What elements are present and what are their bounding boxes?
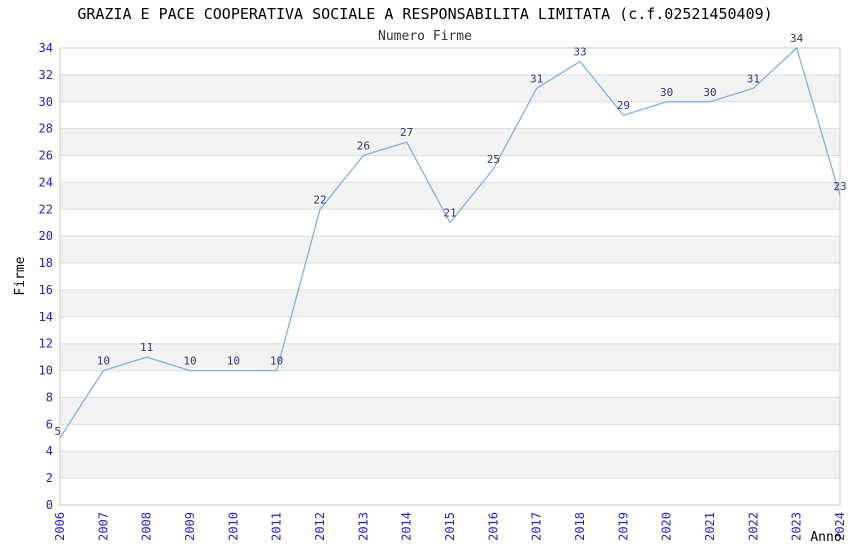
x-tick-label: 2007 <box>96 512 110 541</box>
point-label: 30 <box>660 86 673 99</box>
x-tick-label: 2010 <box>226 512 240 541</box>
x-tick-label: 2013 <box>356 512 370 541</box>
y-tick-label: 10 <box>39 364 53 378</box>
x-tick-label: 2024 <box>833 512 847 541</box>
x-tick-label: 2019 <box>616 512 630 541</box>
chart-subtitle: Numero Firme <box>378 29 472 44</box>
plot-band <box>60 451 840 479</box>
point-label: 33 <box>573 45 586 58</box>
point-label: 26 <box>357 140 370 153</box>
plot-band <box>60 182 840 210</box>
y-tick-label: 6 <box>46 417 53 431</box>
x-tick-label: 2015 <box>443 512 457 541</box>
plot-band <box>60 397 840 425</box>
y-tick-label: 18 <box>39 256 53 270</box>
y-tick-label: 8 <box>46 390 53 404</box>
x-tick-label: 2020 <box>660 512 674 541</box>
point-label: 10 <box>183 355 196 368</box>
x-tick-label: 2017 <box>530 512 544 541</box>
point-label: 10 <box>227 355 240 368</box>
y-tick-label: 4 <box>46 444 53 458</box>
x-tick-label: 2023 <box>790 512 804 541</box>
plot-band <box>60 343 840 371</box>
x-tick-label: 2021 <box>703 512 717 541</box>
point-label: 30 <box>703 86 716 99</box>
y-tick-label: 0 <box>46 498 53 512</box>
y-axis-label: Firme <box>13 256 28 295</box>
x-tick-label: 2016 <box>486 512 500 541</box>
y-tick-label: 32 <box>39 68 53 82</box>
y-tick-label: 12 <box>39 337 53 351</box>
point-label: 22 <box>313 193 326 206</box>
point-label: 10 <box>270 355 283 368</box>
chart-title: GRAZIA E PACE COOPERATIVA SOCIALE A RESP… <box>77 5 772 23</box>
y-tick-label: 34 <box>39 41 53 55</box>
point-label: 5 <box>54 425 61 438</box>
plot-border <box>59 47 841 506</box>
y-tick-label: 22 <box>39 202 53 216</box>
x-tick-label: 2006 <box>53 512 67 541</box>
y-tick-label: 24 <box>39 175 53 189</box>
x-tick-label: 2018 <box>573 512 587 541</box>
x-tick-label: 2011 <box>270 512 284 541</box>
y-tick-label: 20 <box>39 229 53 243</box>
plot-band <box>60 74 840 102</box>
point-label: 23 <box>833 180 846 193</box>
x-tick-label: 2022 <box>746 512 760 541</box>
plot-band <box>60 236 840 264</box>
point-label: 29 <box>617 99 630 112</box>
data-line <box>59 47 841 439</box>
point-label: 34 <box>790 32 804 45</box>
y-tick-label: 30 <box>39 95 53 109</box>
plot-band <box>60 289 840 317</box>
x-tick-label: 2009 <box>183 512 197 541</box>
point-label: 27 <box>400 126 413 139</box>
point-label: 31 <box>747 72 760 85</box>
point-label: 11 <box>140 341 153 354</box>
x-tick-label: 2014 <box>400 512 414 541</box>
x-axis-label: Anno <box>810 530 841 545</box>
x-tick-label: 2008 <box>140 512 154 541</box>
y-tick-label: 26 <box>39 149 53 163</box>
y-tick-label: 16 <box>39 283 53 297</box>
point-label: 31 <box>530 72 543 85</box>
x-tick-label: 2012 <box>313 512 327 541</box>
plot-band <box>60 128 840 156</box>
point-label: 21 <box>443 207 456 220</box>
point-label: 25 <box>487 153 500 166</box>
y-tick-label: 2 <box>46 471 53 485</box>
point-label: 10 <box>97 355 110 368</box>
y-tick-label: 28 <box>39 122 53 136</box>
y-tick-label: 14 <box>39 310 53 324</box>
